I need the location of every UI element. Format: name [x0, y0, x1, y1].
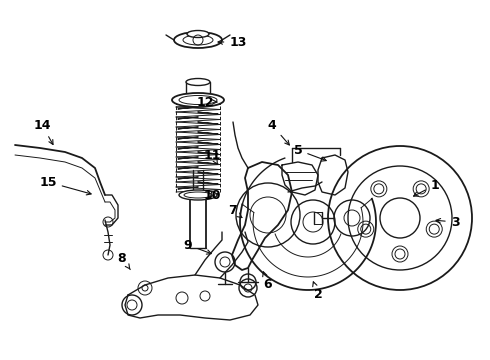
- Ellipse shape: [186, 78, 210, 86]
- Ellipse shape: [174, 32, 222, 48]
- Text: 15: 15: [39, 176, 91, 195]
- Text: 9: 9: [184, 239, 211, 254]
- Ellipse shape: [184, 192, 212, 198]
- Text: 4: 4: [268, 118, 290, 145]
- Text: 10: 10: [203, 189, 221, 202]
- Text: 2: 2: [313, 282, 322, 302]
- Text: 13: 13: [218, 36, 246, 49]
- Ellipse shape: [187, 31, 209, 37]
- Text: 6: 6: [263, 272, 272, 292]
- Text: 12: 12: [196, 95, 217, 108]
- Ellipse shape: [183, 35, 213, 45]
- Text: 14: 14: [33, 118, 53, 144]
- Ellipse shape: [179, 95, 217, 104]
- Text: 5: 5: [294, 144, 326, 161]
- Ellipse shape: [179, 190, 217, 200]
- Text: 11: 11: [203, 149, 221, 165]
- Text: 1: 1: [414, 179, 440, 196]
- Text: 7: 7: [228, 203, 242, 217]
- Text: 3: 3: [436, 216, 459, 229]
- Ellipse shape: [172, 93, 224, 107]
- Text: 8: 8: [118, 252, 130, 270]
